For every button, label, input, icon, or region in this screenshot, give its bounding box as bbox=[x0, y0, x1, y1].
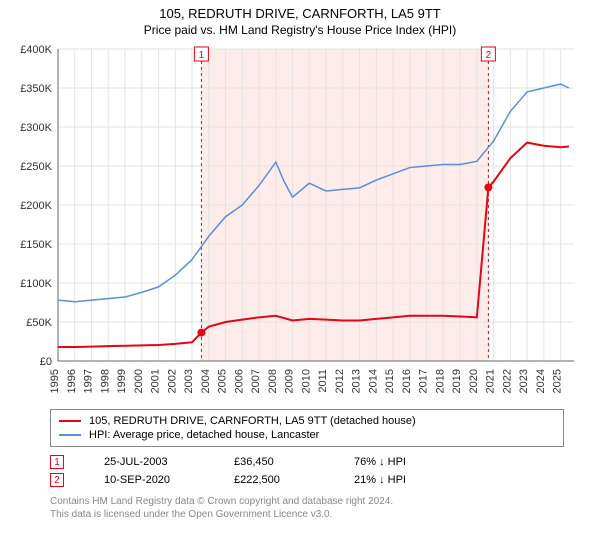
svg-text:2015: 2015 bbox=[384, 369, 396, 393]
svg-text:£50K: £50K bbox=[26, 317, 52, 329]
svg-text:£150K: £150K bbox=[20, 239, 52, 251]
page-subtitle: Price paid vs. HM Land Registry's House … bbox=[0, 21, 600, 41]
marker-badge: 1 bbox=[50, 455, 64, 469]
marker-price: £36,450 bbox=[234, 456, 314, 468]
price-chart: £0 £50K £100K £150K £200K £250K £300K £350K £400… bbox=[10, 41, 590, 401]
svg-text:2003: 2003 bbox=[183, 369, 195, 393]
svg-text:2011: 2011 bbox=[317, 369, 329, 393]
svg-text:1996: 1996 bbox=[66, 369, 78, 393]
svg-text:£400K: £400K bbox=[20, 44, 52, 56]
svg-text:2008: 2008 bbox=[267, 369, 279, 393]
svg-text:£200K: £200K bbox=[20, 200, 52, 212]
svg-text:1999: 1999 bbox=[116, 369, 128, 393]
marker-price: £222,500 bbox=[234, 474, 314, 486]
legend-swatch bbox=[59, 434, 81, 436]
svg-text:2016: 2016 bbox=[401, 369, 413, 393]
marker-delta: 76% ↓ HPI bbox=[354, 456, 406, 468]
svg-text:2018: 2018 bbox=[434, 369, 446, 393]
legend: 105, REDRUTH DRIVE, CARNFORTH, LA5 9TT (… bbox=[50, 409, 564, 447]
svg-text:1995: 1995 bbox=[49, 369, 61, 393]
svg-text:2012: 2012 bbox=[334, 369, 346, 393]
page-title: 105, REDRUTH DRIVE, CARNFORTH, LA5 9TT bbox=[0, 0, 600, 21]
svg-text:2023: 2023 bbox=[518, 369, 530, 393]
svg-text:2006: 2006 bbox=[233, 369, 245, 393]
svg-text:2005: 2005 bbox=[217, 369, 229, 393]
footer-attribution: Contains HM Land Registry data © Crown c… bbox=[50, 495, 564, 521]
svg-text:£300K: £300K bbox=[20, 122, 52, 134]
legend-swatch bbox=[59, 420, 81, 422]
marker-row: 1 25-JUL-2003 £36,450 76% ↓ HPI bbox=[50, 453, 564, 471]
footer-line: Contains HM Land Registry data © Crown c… bbox=[50, 495, 564, 508]
svg-text:2007: 2007 bbox=[250, 369, 262, 393]
svg-text:1: 1 bbox=[199, 50, 205, 61]
footer-line: This data is licensed under the Open Gov… bbox=[50, 508, 564, 521]
marker-date: 25-JUL-2003 bbox=[104, 456, 194, 468]
svg-text:2004: 2004 bbox=[200, 369, 212, 393]
svg-text:2009: 2009 bbox=[284, 369, 296, 393]
svg-text:2001: 2001 bbox=[150, 369, 162, 393]
svg-text:1998: 1998 bbox=[99, 369, 111, 393]
marker-table: 1 25-JUL-2003 £36,450 76% ↓ HPI 2 10-SEP-2020… bbox=[50, 453, 564, 489]
svg-text:1997: 1997 bbox=[83, 369, 95, 393]
marker-delta: 21% ↓ HPI bbox=[354, 474, 406, 486]
svg-text:£350K: £350K bbox=[20, 83, 52, 95]
svg-text:2000: 2000 bbox=[133, 369, 145, 393]
svg-text:£250K: £250K bbox=[20, 161, 52, 173]
svg-text:2025: 2025 bbox=[552, 369, 564, 393]
marker-badge: 2 bbox=[50, 473, 64, 487]
svg-text:2: 2 bbox=[486, 50, 492, 61]
legend-item: HPI: Average price, detached house, Lanc… bbox=[59, 428, 555, 442]
svg-text:2022: 2022 bbox=[501, 369, 513, 393]
svg-text:2017: 2017 bbox=[418, 369, 430, 393]
legend-label: HPI: Average price, detached house, Lanc… bbox=[89, 429, 319, 441]
svg-text:£0: £0 bbox=[40, 356, 52, 368]
marker-row: 2 10-SEP-2020 £222,500 21% ↓ HPI bbox=[50, 471, 564, 489]
svg-text:2002: 2002 bbox=[166, 369, 178, 393]
svg-text:2019: 2019 bbox=[451, 369, 463, 393]
legend-item: 105, REDRUTH DRIVE, CARNFORTH, LA5 9TT (… bbox=[59, 414, 555, 428]
svg-text:2010: 2010 bbox=[300, 369, 312, 393]
svg-text:2020: 2020 bbox=[468, 369, 480, 393]
marker-date: 10-SEP-2020 bbox=[104, 474, 194, 486]
svg-text:£100K: £100K bbox=[20, 278, 52, 290]
legend-label: 105, REDRUTH DRIVE, CARNFORTH, LA5 9TT (… bbox=[89, 415, 416, 427]
svg-text:2014: 2014 bbox=[367, 369, 379, 393]
svg-text:2013: 2013 bbox=[351, 369, 363, 393]
svg-text:2024: 2024 bbox=[535, 369, 547, 393]
svg-text:2021: 2021 bbox=[485, 369, 497, 393]
